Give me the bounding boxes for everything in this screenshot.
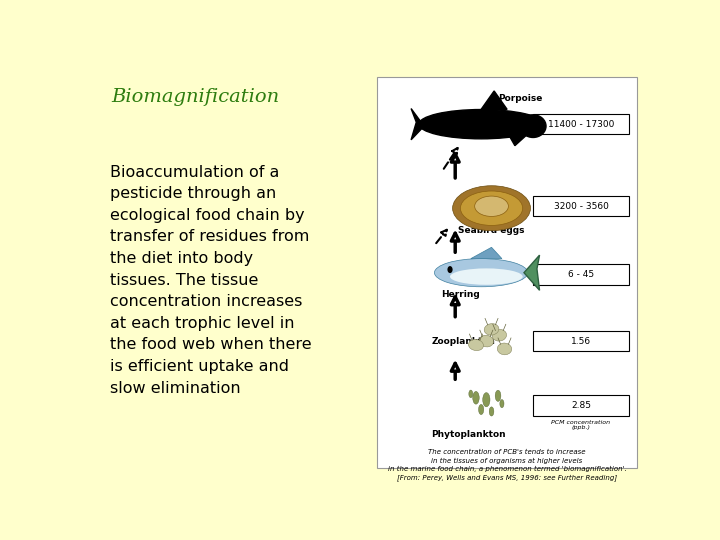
FancyBboxPatch shape xyxy=(377,77,637,468)
Ellipse shape xyxy=(453,186,531,231)
Polygon shape xyxy=(524,255,539,291)
Ellipse shape xyxy=(492,329,506,341)
Polygon shape xyxy=(481,91,507,109)
Ellipse shape xyxy=(500,400,504,408)
Ellipse shape xyxy=(450,268,523,285)
Ellipse shape xyxy=(460,191,523,225)
Text: Herring: Herring xyxy=(441,289,480,299)
Polygon shape xyxy=(507,132,528,146)
Ellipse shape xyxy=(489,407,494,416)
Ellipse shape xyxy=(498,343,512,355)
Ellipse shape xyxy=(520,115,546,138)
Text: Bioaccumulation of a
pesticide through an
ecological food chain by
transfer of r: Bioaccumulation of a pesticide through a… xyxy=(109,165,311,396)
Text: Seabird eggs: Seabird eggs xyxy=(459,226,525,235)
Text: 11400 - 17300: 11400 - 17300 xyxy=(548,120,614,129)
Polygon shape xyxy=(471,247,502,259)
Ellipse shape xyxy=(447,266,453,273)
Text: Porpoise: Porpoise xyxy=(498,94,542,103)
Text: 6 - 45: 6 - 45 xyxy=(568,270,594,279)
Text: 3200 - 3560: 3200 - 3560 xyxy=(554,202,608,211)
FancyBboxPatch shape xyxy=(533,196,629,217)
Ellipse shape xyxy=(485,323,499,335)
Polygon shape xyxy=(411,109,424,140)
Text: Phytoplankton: Phytoplankton xyxy=(431,430,505,440)
Ellipse shape xyxy=(469,340,483,350)
Ellipse shape xyxy=(495,390,501,401)
FancyBboxPatch shape xyxy=(533,265,629,285)
Ellipse shape xyxy=(419,110,544,139)
Text: Zooplankton: Zooplankton xyxy=(432,336,496,346)
Ellipse shape xyxy=(469,390,473,397)
Text: The concentration of PCB's tends to increase
in the tissues of organisms at high: The concentration of PCB's tends to incr… xyxy=(388,449,626,481)
FancyBboxPatch shape xyxy=(533,331,629,351)
Ellipse shape xyxy=(482,393,490,407)
Ellipse shape xyxy=(474,196,508,217)
FancyBboxPatch shape xyxy=(533,395,629,416)
FancyBboxPatch shape xyxy=(533,114,629,134)
Text: PCM concentration
(ppb.): PCM concentration (ppb.) xyxy=(552,420,611,430)
Ellipse shape xyxy=(434,259,528,287)
Text: 1.56: 1.56 xyxy=(571,336,591,346)
Text: 2.85: 2.85 xyxy=(571,401,591,410)
Ellipse shape xyxy=(479,335,494,347)
Ellipse shape xyxy=(479,404,484,415)
Ellipse shape xyxy=(473,392,480,404)
Text: Biomagnification: Biomagnification xyxy=(111,87,279,106)
